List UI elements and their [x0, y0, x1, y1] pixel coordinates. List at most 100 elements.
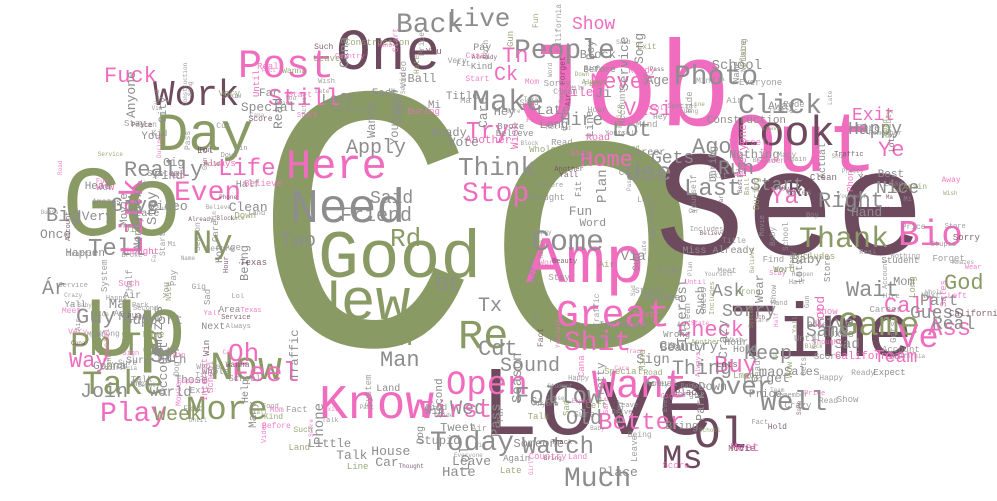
filler-word: Price: [131, 121, 153, 130]
word-hour: Hour: [724, 338, 749, 350]
word--r: Ár: [42, 278, 67, 301]
word-miss: Miss: [682, 245, 707, 257]
word-said: Said: [370, 189, 414, 209]
filler-word: Store: [944, 223, 966, 232]
word-area: Area: [218, 304, 241, 315]
filler-word: Many: [777, 150, 797, 160]
filler-word: Ma: [460, 96, 471, 107]
filler-word: Gets: [800, 356, 810, 376]
filler-word: Until: [188, 416, 207, 424]
word-photo: Photo: [674, 62, 759, 93]
filler-word: Fun: [95, 178, 109, 187]
word-hate: Hate: [442, 464, 476, 481]
word-broke: Broke: [497, 122, 525, 133]
filler-word: Ready: [851, 369, 876, 379]
word-st: St: [150, 344, 177, 369]
word-fit: Fit: [574, 180, 585, 198]
filler-word: Clean: [553, 87, 578, 97]
filler-word: Phone: [599, 336, 621, 345]
filler-word: Ma: [717, 75, 725, 83]
word-nothing: Nothing: [729, 147, 780, 162]
filler-word: Wish: [726, 337, 744, 346]
word-score: Score: [813, 351, 841, 362]
filler-word: Thought: [398, 463, 424, 471]
filler-word: Ji: [695, 361, 704, 369]
word-ma: Ma: [108, 296, 126, 313]
filler-word: Service: [221, 313, 251, 322]
word-tx: Tx: [478, 295, 503, 318]
word-ready: Ready: [430, 126, 467, 141]
filler-word: Sales: [787, 189, 812, 199]
word-word: Word: [579, 217, 606, 230]
filler-word: Land: [288, 443, 311, 454]
filler-word: Pass: [184, 130, 194, 151]
filler-word: Yourself: [604, 129, 639, 138]
filler-word: California: [949, 309, 997, 320]
word-wow: Wow: [96, 182, 115, 194]
filler-word: Leave: [617, 402, 639, 411]
filler-word: Forget: [932, 254, 965, 265]
filler-word: Sure: [573, 410, 595, 421]
filler-word: Track: [625, 347, 644, 355]
word-look: Look: [734, 110, 835, 158]
filler-word: Traffic: [66, 251, 97, 260]
word-try: Try: [466, 119, 510, 146]
filler-word: Yourself: [704, 270, 734, 278]
word-construction: Construction: [706, 115, 787, 128]
filler-word: Next: [921, 292, 941, 301]
filler-word: Fact: [261, 66, 277, 74]
filler-word: Pay: [168, 270, 179, 287]
filler-word: Mind: [86, 331, 107, 341]
filler-word: Late: [314, 87, 330, 95]
word-road: Road: [586, 133, 611, 145]
filler-word: Construction: [344, 38, 410, 49]
filler-word: Ready: [753, 355, 764, 383]
filler-word: Account: [618, 87, 629, 126]
word-ny: Ny: [192, 226, 233, 264]
word-movie: Movie: [119, 193, 132, 227]
filler-word: Head: [622, 144, 640, 153]
filler-word: School: [638, 105, 664, 114]
filler-word: Air: [726, 96, 743, 107]
word-california: California: [834, 351, 901, 364]
word-want: Want: [592, 365, 689, 410]
filler-word: Fun: [199, 146, 213, 155]
filler-word: Such: [293, 426, 313, 436]
filler-word: Hold: [767, 422, 787, 432]
word-live: Live: [448, 4, 511, 34]
filler-word: Special: [667, 102, 697, 111]
filler-word: Late: [230, 215, 245, 223]
word-half: Half: [235, 180, 260, 192]
word-yall: Yall: [64, 299, 87, 310]
filler-word: Read: [551, 138, 573, 149]
word-late: Late: [536, 103, 571, 120]
filler-word: Lol: [231, 292, 245, 301]
word-real: Real: [932, 315, 976, 335]
word-already: Already: [712, 246, 755, 258]
filler-word: Crazy: [784, 400, 812, 411]
word-first: First: [420, 398, 493, 425]
filler-word: Down: [574, 71, 590, 78]
word-ms: Ms: [662, 441, 703, 479]
filler-word: Anyone: [634, 167, 656, 175]
word-ask: Ask: [712, 282, 745, 302]
word-people: People: [514, 36, 615, 67]
filler-word: Second: [132, 305, 159, 314]
filler-word: Lmao: [733, 371, 755, 382]
filler-word: Whole: [925, 288, 944, 296]
word-thing: Thing: [672, 358, 733, 381]
word-buy: Buy: [714, 353, 758, 380]
filler-word: Guess: [40, 209, 59, 217]
word-team: Team: [874, 348, 918, 368]
word-one: One: [336, 22, 441, 87]
word-mom: Mom: [893, 274, 915, 289]
filler-word: Career: [869, 304, 902, 315]
filler-word: School: [228, 374, 261, 385]
filler-word: Read: [818, 397, 839, 407]
word-sign: Sign: [636, 352, 670, 368]
word-out: Out: [726, 102, 878, 197]
filler-word: Left: [947, 291, 967, 301]
filler-word: Both: [481, 40, 491, 60]
filler-word: During: [155, 136, 163, 158]
word-ya: Ya: [770, 184, 799, 211]
